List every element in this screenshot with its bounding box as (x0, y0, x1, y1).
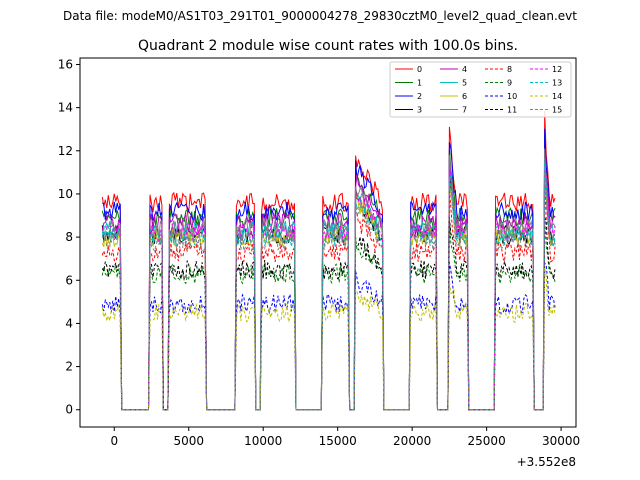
series-line-8 (101, 184, 556, 411)
legend-label: 2 (417, 92, 422, 101)
legend-label: 7 (462, 106, 467, 115)
legend-label: 0 (417, 65, 422, 74)
legend-label: 15 (552, 106, 562, 115)
series-line-9 (101, 217, 556, 411)
y-tick-label: 10 (58, 187, 73, 201)
x-axis: 0 5000 10000 15000 20000 25000 30000 (110, 427, 580, 448)
x-tick-label: 25000 (468, 434, 506, 448)
axes-frame (79, 57, 577, 428)
legend-label: 11 (507, 106, 517, 115)
legend-label: 4 (462, 65, 467, 74)
legend-label: 10 (507, 92, 517, 101)
series-line-6 (101, 176, 556, 411)
chart-title: Quadrant 2 module wise count rates with … (138, 38, 518, 54)
chart-suptitle: Data file: modeM0/AS1T03_291T01_90000042… (63, 9, 577, 23)
y-tick-label: 2 (65, 360, 73, 374)
y-tick-label: 6 (65, 273, 73, 287)
legend-box (389, 61, 572, 118)
series-line-5 (101, 164, 556, 411)
legend-label: 12 (552, 65, 562, 74)
series-line-2 (102, 128, 556, 411)
y-tick-label: 12 (58, 144, 73, 158)
series-line-3 (101, 164, 556, 411)
legend-label: 9 (507, 79, 512, 88)
x-offset-label: +3.552e8 (517, 455, 576, 469)
y-axis: 0 2 4 6 8 10 12 14 16 (58, 57, 80, 417)
x-tick-label: 30000 (542, 434, 580, 448)
y-tick-label: 0 (65, 403, 73, 417)
legend-label: 13 (552, 79, 562, 88)
series-line-12 (101, 169, 556, 411)
series-line-4 (101, 149, 556, 411)
x-tick-label: 15000 (319, 434, 357, 448)
y-tick-label: 8 (65, 230, 73, 244)
y-tick-label: 4 (65, 316, 73, 330)
series-line-15 (101, 170, 556, 411)
legend-label: 5 (462, 79, 467, 88)
y-tick-label: 14 (58, 101, 73, 115)
legend-label: 14 (552, 92, 562, 101)
series-line-11 (101, 217, 556, 411)
y-tick-label: 16 (58, 57, 73, 71)
legend-label: 6 (462, 92, 467, 101)
series-line-14 (101, 267, 556, 411)
x-tick-label: 0 (110, 434, 118, 448)
x-tick-label: 20000 (393, 434, 431, 448)
legend-label: 1 (417, 79, 422, 88)
legend-label: 8 (507, 65, 512, 74)
x-tick-label: 10000 (244, 434, 282, 448)
legend-label: 3 (417, 106, 422, 115)
x-tick-label: 5000 (173, 434, 204, 448)
series-layer (101, 110, 556, 411)
